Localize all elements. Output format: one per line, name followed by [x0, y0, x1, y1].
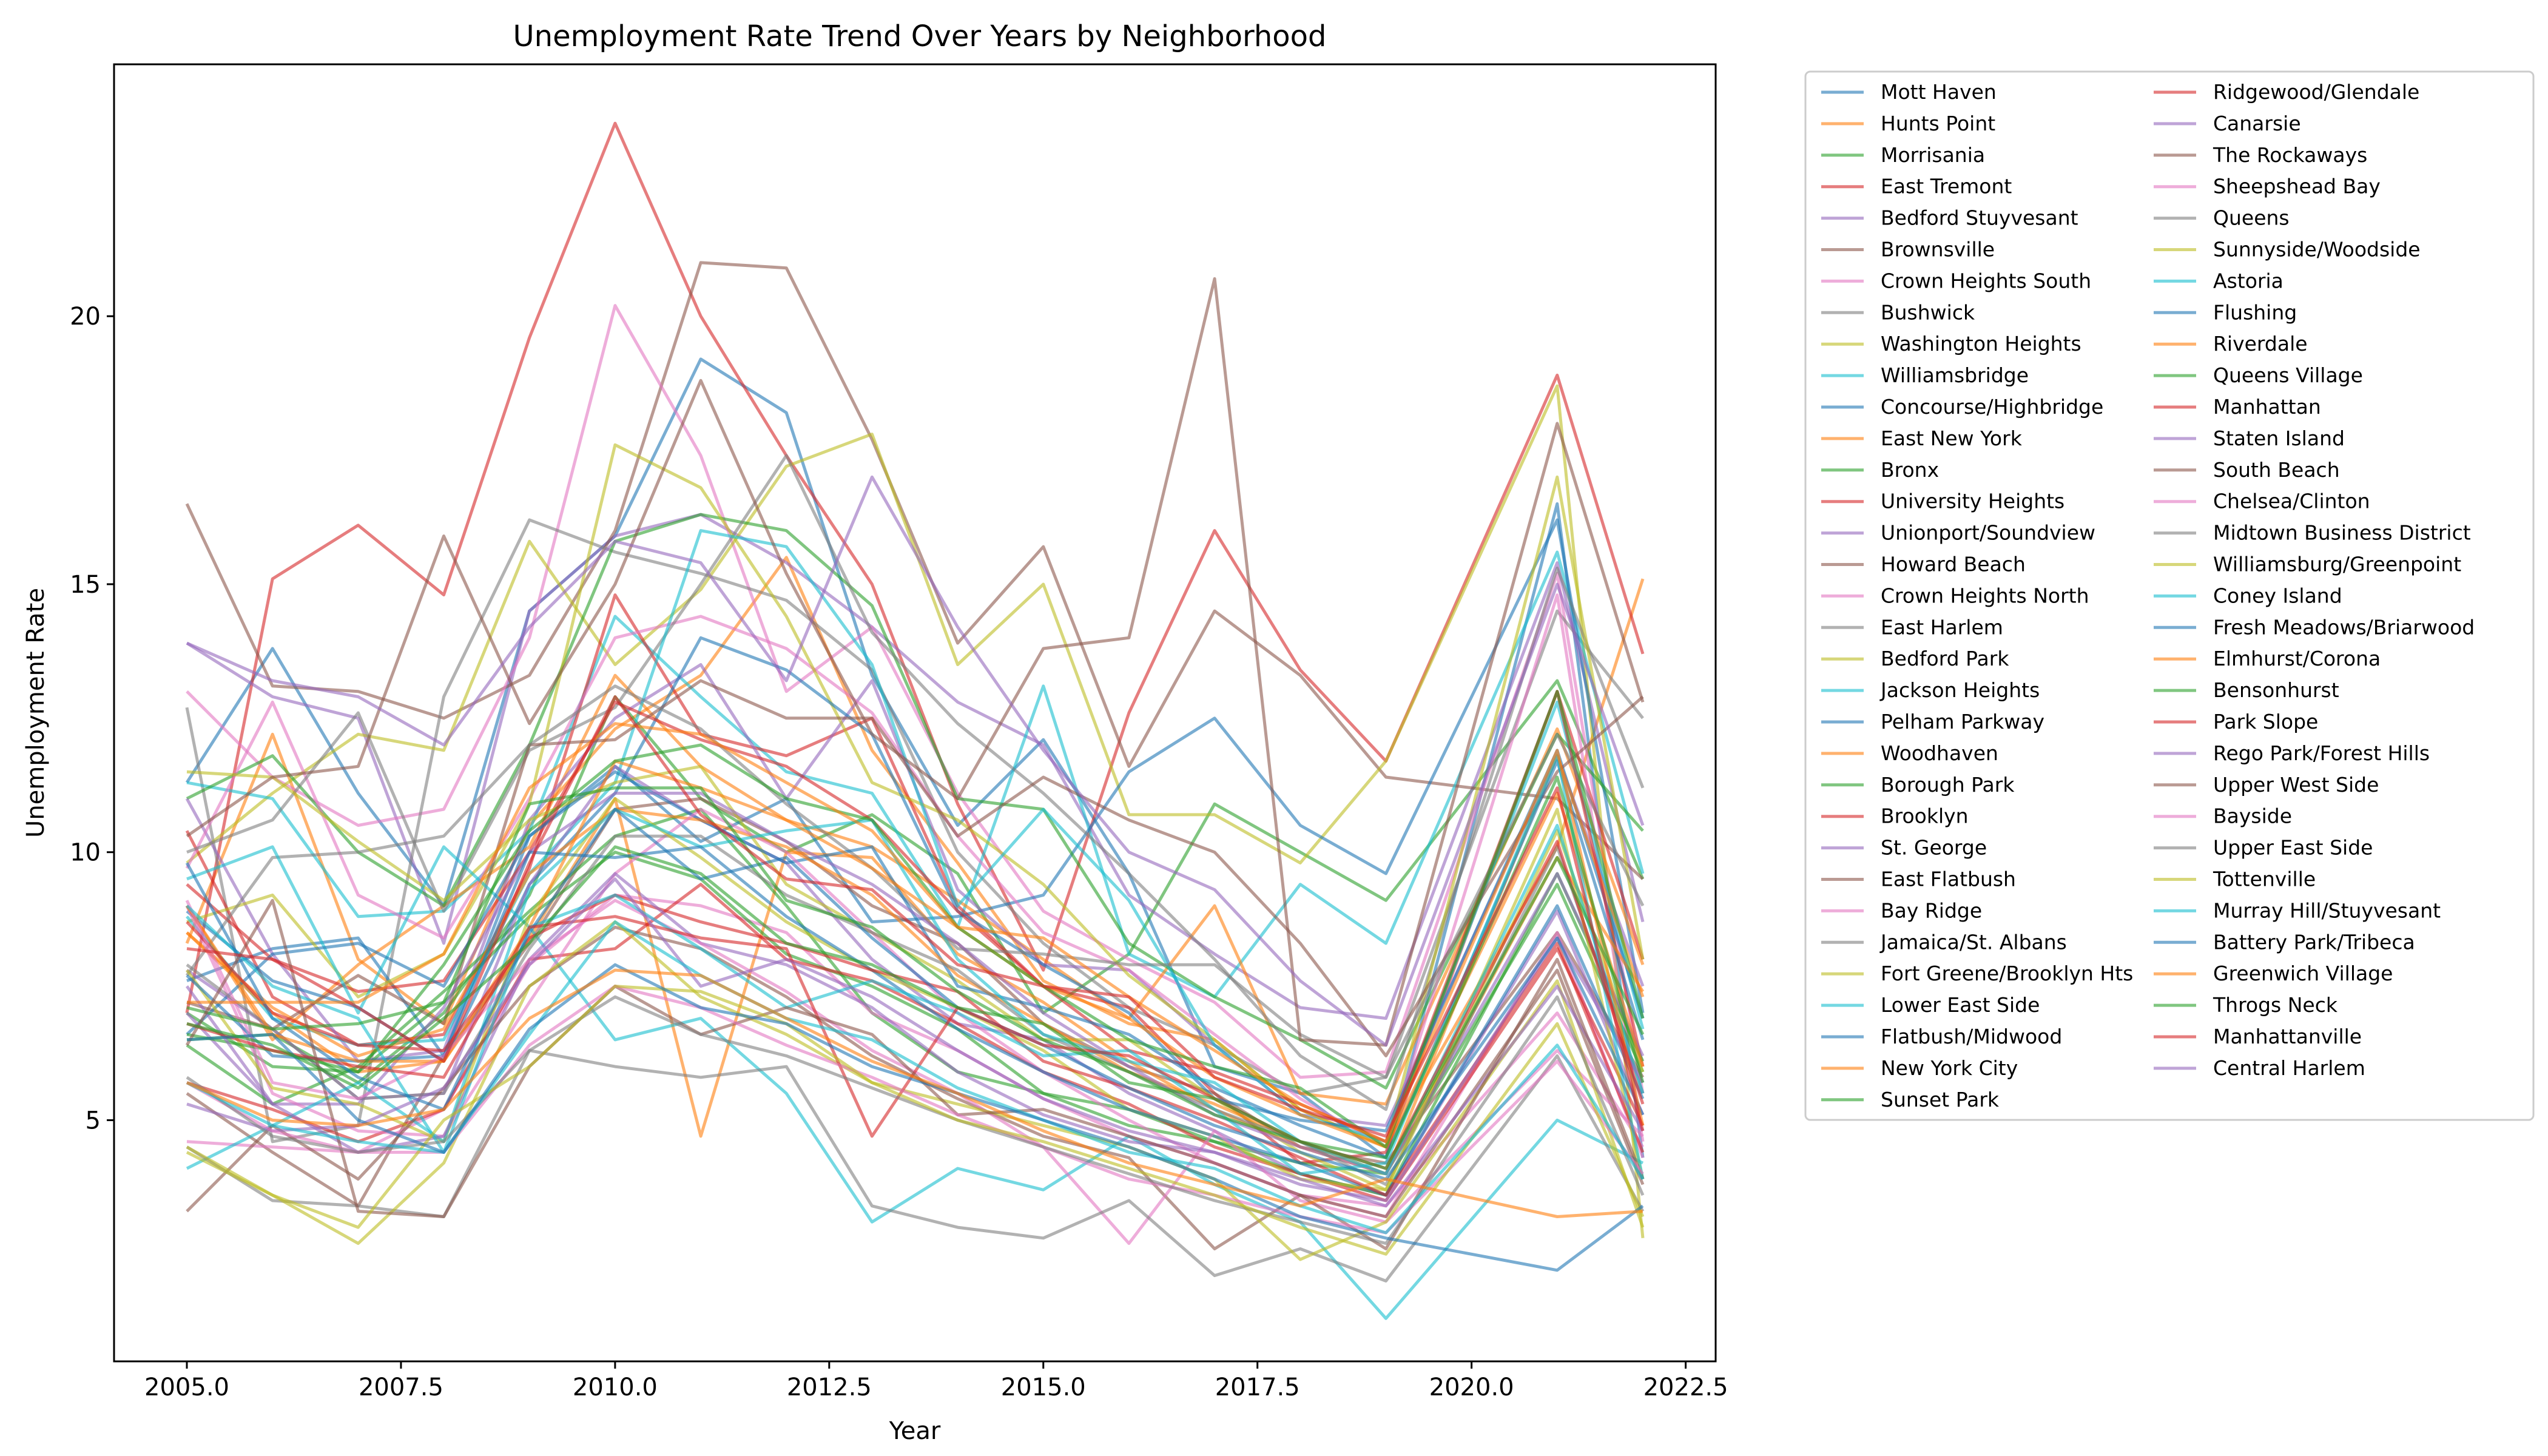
legend-label-21: Woodhaven	[1881, 741, 1998, 765]
legend-label-10: Concourse/Highbridge	[1881, 395, 2103, 419]
legend-label-5: Brownsville	[1881, 238, 1995, 261]
legend-label-53: Park Slope	[2213, 710, 2318, 733]
legend-label-8: Washington Heights	[1881, 332, 2081, 356]
legend-label-54: Rego Park/Forest Hills	[2213, 741, 2430, 765]
legend-label-13: University Heights	[1881, 490, 2064, 513]
legend-label-45: South Beach	[2213, 458, 2340, 482]
x-tick-label: 2017.5	[1215, 1373, 1300, 1401]
legend-label-30: Flatbush/Midwood	[1881, 1025, 2062, 1048]
legend-label-2: Morrisania	[1881, 143, 1985, 167]
legend-label-27: Jamaica/St. Albans	[1879, 930, 2067, 954]
legend-label-52: Bensonhurst	[2213, 678, 2339, 702]
legend-label-42: Queens Village	[2213, 363, 2363, 387]
x-tick-label: 2020.0	[1429, 1373, 1514, 1401]
legend-label-49: Coney Island	[2213, 584, 2342, 607]
legend-label-55: Upper West Side	[2213, 773, 2379, 797]
legend-label-14: Unionport/Soundview	[1881, 521, 2095, 545]
legend-label-34: Canarsie	[2213, 112, 2301, 135]
x-tick-label: 2015.0	[1001, 1373, 1086, 1401]
chart-title: Unemployment Rate Trend Over Years by Ne…	[513, 19, 1327, 53]
legend-label-63: Manhattanville	[2213, 1025, 2362, 1048]
legend-label-47: Midtown Business District	[2213, 521, 2471, 545]
legend-label-57: Upper East Side	[2213, 836, 2373, 860]
legend-label-39: Astoria	[2213, 269, 2283, 292]
legend-label-16: Crown Heights North	[1881, 584, 2089, 607]
legend-label-41: Riverdale	[2213, 332, 2308, 356]
legend-label-1: Hunts Point	[1881, 112, 1995, 135]
y-tick-label: 5	[86, 1107, 101, 1134]
legend-label-64: Central Harlem	[2213, 1056, 2365, 1080]
legend-label-61: Greenwich Village	[2213, 962, 2393, 985]
legend-label-6: Crown Heights South	[1881, 269, 2091, 292]
legend-label-19: Jackson Heights	[1879, 678, 2040, 702]
legend-label-12: Bronx	[1881, 458, 1939, 482]
legend-label-62: Throgs Neck	[2213, 993, 2338, 1017]
legend-label-31: New York City	[1881, 1056, 2018, 1080]
legend-label-20: Pelham Parkway	[1881, 710, 2044, 733]
y-tick-label: 15	[70, 571, 101, 599]
legend-label-0: Mott Haven	[1881, 80, 1997, 104]
legend-label-43: Manhattan	[2213, 395, 2321, 419]
legend-label-37: Queens	[2213, 206, 2290, 230]
x-tick-label: 2007.5	[359, 1373, 443, 1401]
y-tick-label: 20	[70, 303, 101, 331]
legend-label-11: East New York	[1881, 426, 2023, 450]
x-tick-label: 2010.0	[573, 1373, 658, 1401]
legend-label-24: St. George	[1881, 836, 1987, 860]
legend-label-17: East Harlem	[1881, 615, 2003, 639]
legend-label-18: Bedford Park	[1881, 647, 2009, 670]
legend-label-40: Flushing	[2213, 300, 2297, 324]
legend-label-29: Lower East Side	[1881, 993, 2040, 1017]
legend-label-33: Ridgewood/Glendale	[2213, 80, 2419, 104]
legend-label-22: Borough Park	[1881, 773, 2015, 797]
legend: Mott Haven Hunts Point Morrisania East Trem…	[1805, 72, 2533, 1120]
legend-label-58: Tottenville	[2213, 868, 2316, 891]
y-tick-label: 10	[70, 839, 101, 867]
legend-label-26: Bay Ridge	[1881, 898, 1982, 922]
legend-label-38: Sunnyside/Woodside	[2213, 238, 2421, 261]
legend-label-50: Fresh Meadows/Briarwood	[2213, 615, 2475, 639]
legend-label-23: Brooklyn	[1881, 804, 1969, 828]
legend-label-28: Fort Greene/Brooklyn Hts	[1881, 962, 2133, 985]
legend-label-48: Williamsburg/Greenpoint	[2213, 553, 2461, 576]
legend-label-46: Chelsea/Clinton	[2213, 490, 2370, 513]
x-tick-label: 2022.5	[1643, 1373, 1728, 1401]
legend-label-4: Bedford Stuyvesant	[1881, 206, 2078, 230]
legend-label-32: Sunset Park	[1881, 1088, 2000, 1111]
legend-label-25: East Flatbush	[1881, 868, 2016, 891]
x-tick-label: 2005.0	[144, 1373, 229, 1401]
legend-label-7: Bushwick	[1881, 300, 1975, 324]
legend-label-44: Staten Island	[2213, 426, 2345, 450]
legend-label-51: Elmhurst/Corona	[2213, 647, 2381, 670]
legend-label-60: Battery Park/Tribeca	[2213, 930, 2415, 954]
legend-label-36: Sheepshead Bay	[2213, 175, 2381, 198]
x-axis-label: Year	[889, 1417, 941, 1445]
legend-label-3: East Tremont	[1881, 175, 2012, 198]
legend-label-15: Howard Beach	[1881, 553, 2026, 576]
legend-label-56: Bayside	[2213, 804, 2292, 828]
legend-label-35: The Rockaways	[2213, 143, 2367, 167]
y-axis-label: Unemployment Rate	[22, 588, 50, 838]
legend-label-59: Murray Hill/Stuyvesant	[2213, 898, 2441, 922]
legend-label-9: Williamsbridge	[1881, 363, 2029, 387]
x-tick-label: 2012.5	[787, 1373, 872, 1401]
